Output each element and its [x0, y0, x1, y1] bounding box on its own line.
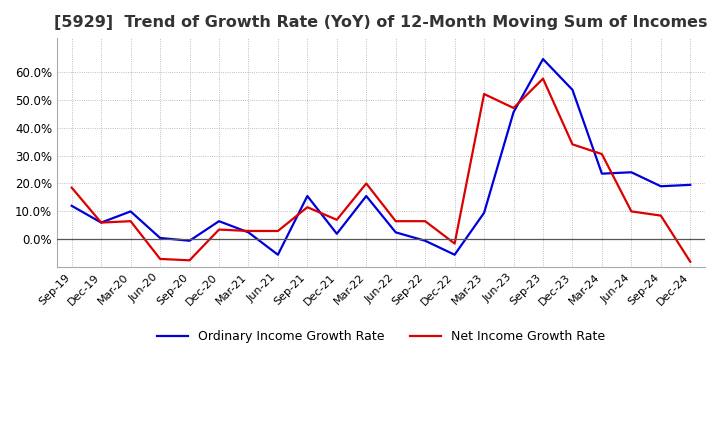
Ordinary Income Growth Rate [627, 170, 636, 175]
Net Income Growth Rate [274, 228, 282, 234]
Net Income Growth Rate [97, 220, 106, 225]
Title: [5929]  Trend of Growth Rate (YoY) of 12-Month Moving Sum of Incomes: [5929] Trend of Growth Rate (YoY) of 12-… [54, 15, 708, 30]
Net Income Growth Rate [333, 217, 341, 223]
Ordinary Income Growth Rate [126, 209, 135, 214]
Ordinary Income Growth Rate [480, 210, 488, 216]
Ordinary Income Growth Rate [392, 230, 400, 235]
Net Income Growth Rate [303, 205, 312, 210]
Ordinary Income Growth Rate [509, 110, 518, 115]
Ordinary Income Growth Rate [303, 194, 312, 199]
Ordinary Income Growth Rate [539, 56, 547, 62]
Net Income Growth Rate [362, 181, 371, 186]
Ordinary Income Growth Rate [215, 219, 223, 224]
Ordinary Income Growth Rate [657, 183, 665, 189]
Ordinary Income Growth Rate [156, 235, 164, 241]
Legend: Ordinary Income Growth Rate, Net Income Growth Rate: Ordinary Income Growth Rate, Net Income … [152, 325, 610, 348]
Net Income Growth Rate [185, 258, 194, 263]
Net Income Growth Rate [126, 219, 135, 224]
Net Income Growth Rate [627, 209, 636, 214]
Ordinary Income Growth Rate [421, 238, 430, 243]
Ordinary Income Growth Rate [274, 252, 282, 257]
Ordinary Income Growth Rate [598, 171, 606, 176]
Ordinary Income Growth Rate [686, 182, 695, 187]
Ordinary Income Growth Rate [362, 194, 371, 199]
Net Income Growth Rate [392, 219, 400, 224]
Net Income Growth Rate [68, 185, 76, 190]
Net Income Growth Rate [568, 142, 577, 147]
Ordinary Income Growth Rate [450, 252, 459, 257]
Net Income Growth Rate [539, 76, 547, 81]
Net Income Growth Rate [215, 227, 223, 232]
Ordinary Income Growth Rate [97, 220, 106, 225]
Net Income Growth Rate [509, 105, 518, 110]
Net Income Growth Rate [657, 213, 665, 218]
Ordinary Income Growth Rate [333, 231, 341, 236]
Net Income Growth Rate [450, 241, 459, 246]
Line: Net Income Growth Rate: Net Income Growth Rate [72, 79, 690, 262]
Ordinary Income Growth Rate [244, 230, 253, 235]
Ordinary Income Growth Rate [68, 203, 76, 209]
Net Income Growth Rate [686, 259, 695, 264]
Line: Ordinary Income Growth Rate: Ordinary Income Growth Rate [72, 59, 690, 255]
Ordinary Income Growth Rate [568, 87, 577, 92]
Ordinary Income Growth Rate [185, 238, 194, 243]
Net Income Growth Rate [480, 92, 488, 97]
Net Income Growth Rate [421, 219, 430, 224]
Net Income Growth Rate [244, 228, 253, 234]
Net Income Growth Rate [156, 256, 164, 261]
Net Income Growth Rate [598, 151, 606, 157]
